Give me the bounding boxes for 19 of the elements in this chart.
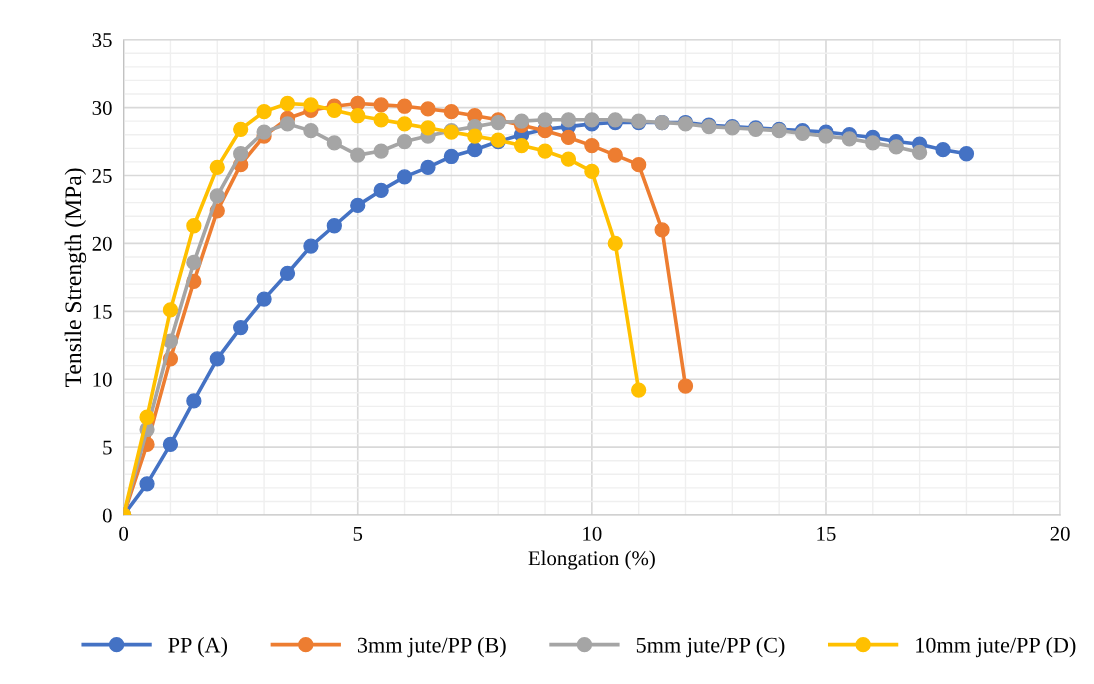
x-tick-label: 10 [583,526,602,541]
x-tick-label: 5 [353,526,363,541]
x-axis-title: Elongation (%) [528,550,655,570]
y-tick-label: 5 [103,440,112,455]
y-tick-label: 35 [92,33,112,48]
y-tick-label: 25 [92,168,112,183]
legend-label: 3mm jute/PP (B) [357,637,506,658]
legend-label: 10mm jute/PP (D) [916,637,1076,658]
y-tick-label: 15 [93,304,112,319]
y-tick-label: 20 [92,236,112,251]
x-tick-label: 20 [1050,526,1070,541]
legend-label: 5mm jute/PP (C) [636,637,785,658]
y-tick-label: 0 [102,508,112,523]
x-tick-label: 0 [119,526,129,541]
y-tick-label: 10 [93,372,112,387]
legend-label: PP (A) [168,637,228,658]
y-tick-label: 30 [92,100,112,116]
y-axis-title: Tensile Strength (MPa) [64,168,87,387]
x-tick-label: 15 [817,526,836,541]
